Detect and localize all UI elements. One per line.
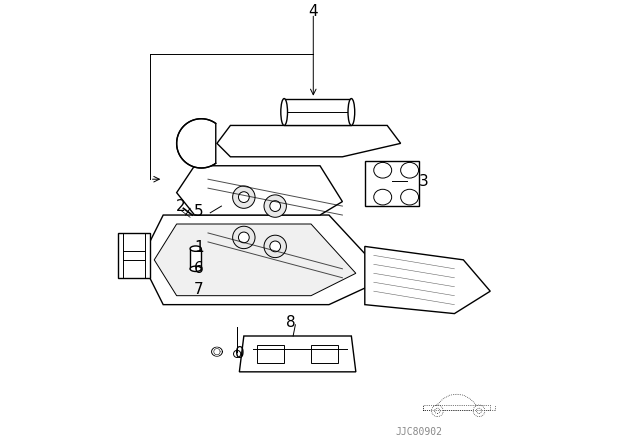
Circle shape [233,226,255,249]
Text: 6: 6 [194,261,204,276]
Circle shape [270,241,280,252]
Circle shape [476,408,482,414]
Text: 1: 1 [194,240,204,255]
Text: 2: 2 [176,198,186,214]
Circle shape [239,192,249,202]
Circle shape [233,186,255,208]
Bar [190,249,201,269]
Ellipse shape [374,189,392,205]
Text: 8: 8 [286,315,296,330]
Bar [311,345,338,363]
Polygon shape [154,224,356,296]
Text: 4: 4 [308,4,318,19]
Polygon shape [141,215,387,305]
Text: 7: 7 [194,282,204,297]
Circle shape [270,201,280,211]
Circle shape [431,405,443,417]
Polygon shape [217,125,401,157]
Polygon shape [118,233,150,278]
Ellipse shape [281,99,287,125]
Polygon shape [177,166,342,215]
Text: JJC80902: JJC80902 [395,427,442,437]
Polygon shape [365,161,419,206]
Bar [257,345,284,363]
Ellipse shape [190,246,201,251]
Text: 5: 5 [194,204,204,219]
Polygon shape [177,119,216,168]
Circle shape [264,195,287,217]
Polygon shape [239,336,356,372]
Ellipse shape [190,266,201,271]
Circle shape [264,235,287,258]
Ellipse shape [401,163,419,178]
Text: 0: 0 [236,346,245,362]
Ellipse shape [374,163,392,178]
Circle shape [435,408,440,414]
Circle shape [473,405,485,417]
Polygon shape [284,99,351,125]
Ellipse shape [348,99,355,125]
Polygon shape [365,246,490,314]
Text: 3: 3 [419,174,428,189]
Ellipse shape [401,189,419,205]
Circle shape [234,350,241,358]
Circle shape [239,232,249,243]
